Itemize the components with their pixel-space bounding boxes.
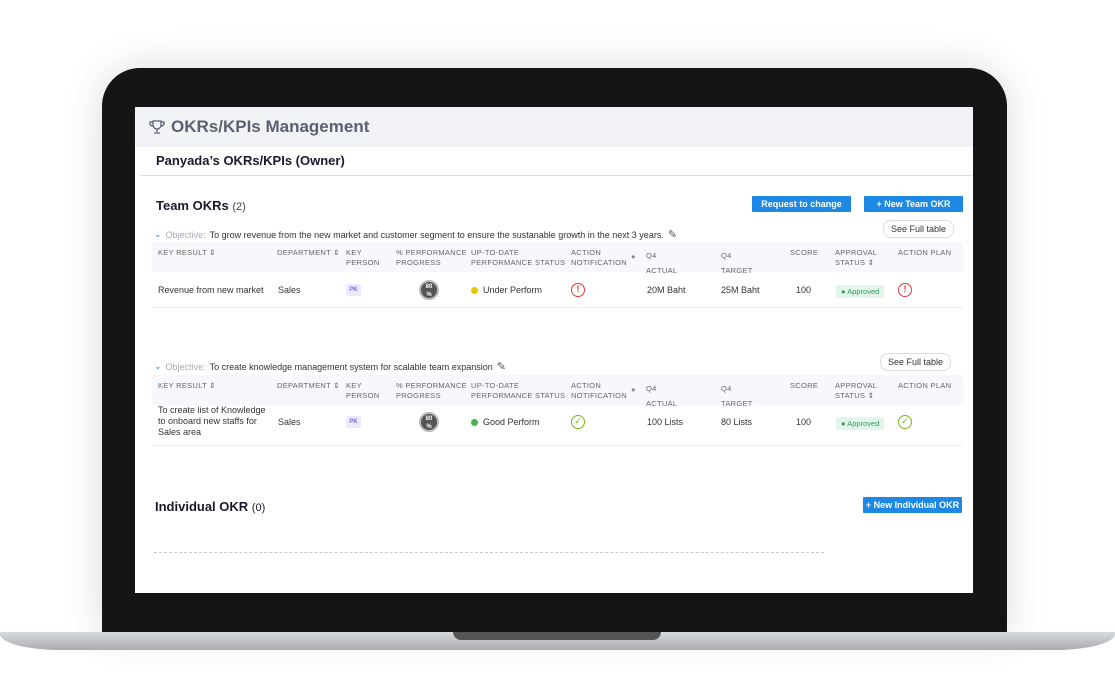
q4-target-cell: 80 Lists	[721, 417, 753, 427]
objective-text: To grow revenue from the new market and …	[209, 229, 664, 240]
app-screen: OKRs/KPIs Management Panyada’s OKRs/KPIs…	[135, 107, 973, 593]
new-team-okr-button[interactable]: + New Team OKR	[864, 196, 963, 212]
divider	[140, 175, 972, 176]
laptop-notch	[453, 632, 661, 640]
key-person-avatar[interactable]: PK	[346, 284, 361, 296]
key-person-avatar[interactable]: PK	[346, 416, 361, 428]
row-divider	[152, 307, 963, 308]
notification-icon-check[interactable]: ✓	[571, 415, 585, 429]
col-q4-actual: Q4 ACTUAL	[646, 384, 678, 408]
progress-gauge: 80%	[419, 280, 439, 300]
info-icon[interactable]: ●	[631, 385, 636, 394]
see-full-table-button[interactable]: See Full table	[880, 353, 952, 371]
page-title: Panyada’s OKRs/KPIs (Owner)	[156, 153, 345, 168]
individual-okr-heading: Individual OKR (0)	[155, 499, 266, 514]
action-plan-icon-check[interactable]: ✓	[898, 415, 912, 429]
edit-icon[interactable]: ✎	[496, 361, 506, 373]
laptop-base	[0, 632, 1115, 650]
notification-icon-alert[interactable]: !	[571, 283, 585, 297]
empty-divider	[154, 552, 824, 553]
chevron-down-icon[interactable]: ⌄	[154, 229, 162, 239]
objective-line: ⌄ Objective: To grow revenue from the ne…	[154, 228, 677, 241]
col-department[interactable]: DEPARTMENT ⇕	[277, 381, 340, 390]
q4-actual-cell: 100 Lists	[647, 417, 684, 427]
edit-icon[interactable]: ✎	[667, 229, 678, 241]
col-notification: ACTION NOTIFICATION	[571, 248, 627, 267]
status-cell: Good Perform	[471, 417, 540, 428]
info-icon[interactable]: ●	[631, 252, 636, 261]
col-score: SCORE	[790, 248, 819, 257]
col-status: UP-TO-DATE PERFORMANCE STATUS	[471, 248, 566, 267]
department-cell: Sales	[278, 417, 301, 427]
status-dot	[471, 419, 478, 426]
col-performance: % PERFORMANCE PROGRESS	[396, 381, 467, 400]
approval-badge: ● Approved	[836, 417, 885, 430]
status-dot	[471, 287, 478, 294]
table-header: KEY RESULT ⇕ DEPARTMENT ⇕ KEY PERSON % PE…	[152, 242, 963, 275]
key-result-cell: Revenue from new market	[158, 285, 264, 295]
col-score: SCORE	[790, 381, 819, 390]
score-cell: 100	[796, 285, 812, 295]
q4-target-cell: 25M Baht	[721, 285, 760, 295]
col-key-person: KEY PERSON	[346, 248, 380, 267]
team-okrs-heading: Team OKRs (2)	[156, 198, 246, 213]
col-approval[interactable]: APPROVAL STATUS ⇕	[835, 381, 878, 400]
col-performance: % PERFORMANCE PROGRESS	[396, 248, 467, 267]
score-cell: 100	[796, 417, 812, 427]
col-key-result[interactable]: KEY RESULT ⇕	[158, 248, 216, 257]
objective-label: Objective:	[165, 229, 206, 240]
col-key-person: KEY PERSON	[346, 381, 380, 400]
col-status: UP-TO-DATE PERFORMANCE STATUS	[471, 381, 566, 400]
col-q4-target: Q4 TARGET	[721, 384, 753, 408]
request-change-button[interactable]: Request to change	[752, 196, 851, 212]
see-full-table-button[interactable]: See Full table	[883, 220, 955, 238]
col-department[interactable]: DEPARTMENT ⇕	[277, 248, 340, 257]
q4-actual-cell: 20M Baht	[647, 285, 686, 295]
col-q4-target: Q4 TARGET	[721, 251, 753, 275]
objective-label: Objective:	[165, 361, 206, 372]
key-result-cell: To create list of Knowledge to onboard n…	[158, 405, 266, 437]
col-key-result[interactable]: KEY RESULT ⇕	[158, 381, 216, 390]
trophy-icon	[149, 120, 165, 134]
objective-line: ⌄ Objective: To create knowledge managem…	[154, 360, 506, 373]
approval-badge: ● Approved	[836, 285, 885, 298]
top-bar: OKRs/KPIs Management	[135, 107, 973, 147]
status-cell: Under Perform	[471, 285, 542, 296]
new-individual-okr-button[interactable]: + New Individual OKR	[863, 497, 962, 513]
row-divider	[152, 445, 963, 446]
department-cell: Sales	[278, 285, 301, 295]
col-action-plan: ACTION PLAN	[898, 248, 952, 257]
col-notification: ACTION NOTIFICATION	[571, 381, 627, 400]
col-approval[interactable]: APPROVAL STATUS ⇕	[835, 248, 878, 267]
progress-gauge: 80%	[419, 412, 439, 432]
app-title: OKRs/KPIs Management	[171, 117, 370, 136]
table-header: KEY RESULT ⇕ DEPARTMENT ⇕ KEY PERSON % PE…	[152, 375, 963, 408]
action-plan-icon-alert[interactable]: !	[898, 283, 912, 297]
objective-text: To create knowledge management system fo…	[209, 361, 493, 372]
chevron-down-icon[interactable]: ⌄	[154, 361, 162, 371]
col-action-plan: ACTION PLAN	[898, 381, 952, 390]
col-q4-actual: Q4 ACTUAL	[646, 251, 678, 275]
